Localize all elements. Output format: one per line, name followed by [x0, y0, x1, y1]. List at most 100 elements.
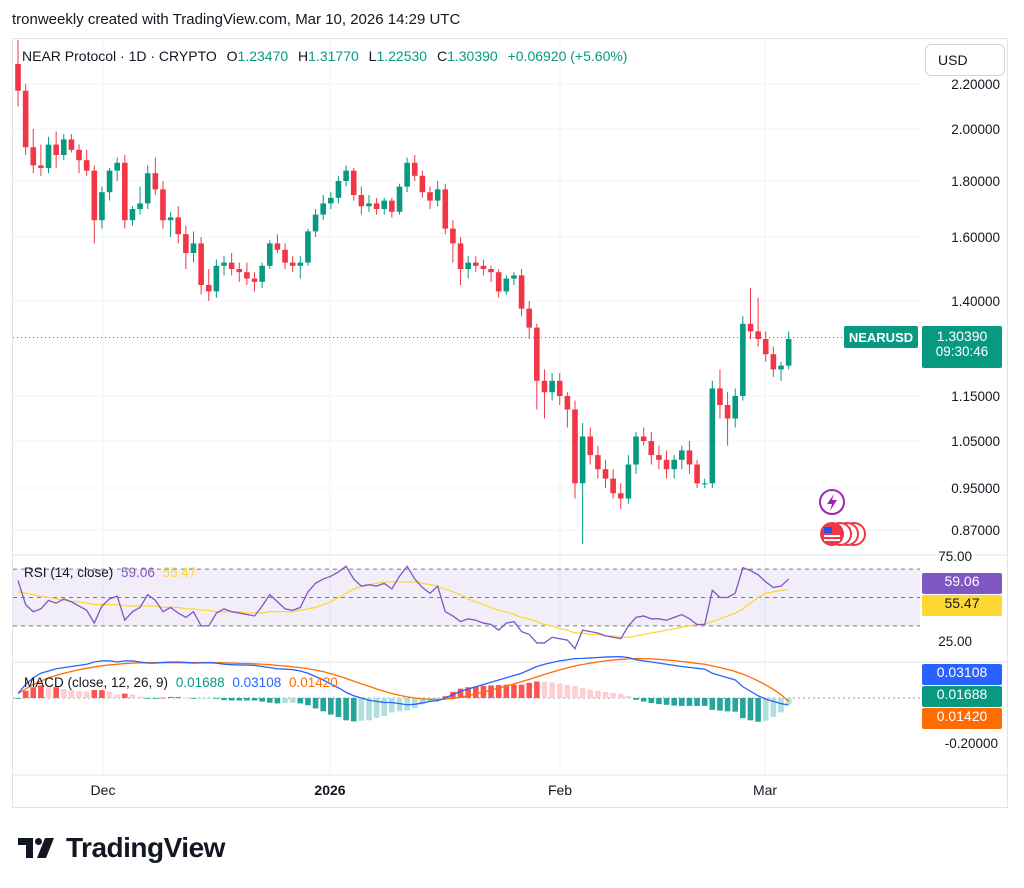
rsi-tick-label: 25.00 [938, 634, 972, 649]
candle-body [541, 380, 548, 393]
candle-body [389, 200, 395, 212]
rsi-tag: 59.06 [922, 573, 1002, 594]
macd-histogram-bar [91, 690, 98, 698]
candle-body [328, 197, 334, 204]
macd-histogram-bar [282, 698, 288, 704]
macd-histogram-bar [205, 698, 212, 699]
candle-body [282, 249, 288, 263]
macd-histogram-bar [266, 698, 273, 703]
close-label: C [436, 48, 448, 64]
macd-histogram-bar [60, 689, 67, 698]
price-tick-label: 1.05000 [951, 434, 1000, 449]
macd-histogram-bar [129, 694, 136, 698]
candle-body [740, 323, 746, 396]
macd-line-tag: 0.03108 [922, 664, 1002, 685]
candle-body [648, 441, 655, 456]
macd-signal-value: 0.01420 [288, 675, 338, 690]
candle-body [717, 388, 723, 405]
candle-body [373, 203, 380, 209]
candle-body [442, 189, 449, 229]
macd-histogram-bar [663, 698, 670, 705]
macd-histogram-bar [534, 681, 540, 698]
macd-histogram-bar [709, 698, 716, 710]
macd-histogram-bar [419, 698, 426, 705]
alert-icons[interactable] [819, 489, 866, 546]
candle-body [320, 203, 326, 215]
macd-histogram-bar [22, 690, 29, 698]
candle-body [175, 217, 182, 235]
macd-histogram-bar [152, 698, 159, 699]
candle-body [289, 262, 296, 266]
time-axis-label: Feb [548, 782, 572, 798]
candle-body [671, 459, 677, 470]
macd-histogram-bar [686, 698, 693, 706]
macd-histogram-bar [602, 691, 609, 698]
change-value: +0.06920 (+5.60%) [507, 48, 628, 64]
close-value: 1.30390 [447, 48, 498, 64]
rsi-value: 59.06 [121, 565, 155, 580]
candle-body [610, 478, 616, 494]
rsi-label: RSI (14, close) [24, 565, 114, 580]
macd-histogram-bar [389, 698, 395, 713]
candle-body [251, 278, 258, 282]
macd-histogram-bar [350, 698, 357, 722]
macd-histogram-bar [549, 682, 555, 698]
macd-histogram-bar [358, 698, 365, 721]
time-axis-labels: Dec 2026 Feb Mar [91, 782, 778, 798]
macd-histogram-bar [144, 698, 151, 699]
candle-body [640, 436, 647, 441]
candle-body [579, 436, 586, 484]
price-tick-label: 0.87000 [951, 523, 1000, 538]
candle-body [488, 269, 494, 273]
candle-body [732, 396, 739, 419]
macd-histogram-bar [503, 684, 510, 698]
macd-histogram-bar [45, 687, 52, 698]
candle-body [83, 160, 90, 171]
macd-histogram-bar [251, 698, 258, 701]
macd-histogram-bar [221, 698, 227, 701]
candle-body [556, 380, 563, 396]
candle-body [160, 189, 166, 221]
candle-body [724, 405, 731, 419]
macd-histogram-bar [38, 685, 44, 698]
low-label: L [368, 48, 377, 64]
candle-body [122, 162, 128, 221]
symbol-name: NEAR Protocol · 1D · CRYPTO [22, 48, 217, 64]
candle-body [244, 272, 250, 279]
candle-body [205, 285, 212, 292]
candle-body [228, 262, 235, 269]
macd-histogram-bar [122, 693, 128, 698]
macd-histogram-bar [755, 698, 761, 722]
candle-body [549, 380, 555, 393]
price-tick-label: 1.15000 [951, 389, 1000, 404]
last-price-tag: 1.30390 09:30:46 [922, 326, 1002, 368]
candle-body [595, 455, 601, 470]
candle-body [38, 165, 44, 168]
macd-histogram-bar [160, 697, 166, 699]
candle-body [266, 243, 273, 266]
rsi-pane: 75.00 25.00 [13, 549, 972, 650]
macd-histogram-bar [694, 698, 700, 706]
macd-histogram-bar [465, 687, 471, 698]
candle-body [747, 323, 754, 332]
candle-body [335, 181, 342, 198]
macd-histogram-bar [648, 698, 655, 704]
high-label: H [298, 48, 309, 64]
macd-histogram-bar [106, 691, 113, 698]
candle-body [198, 243, 204, 285]
symbol-price-tag: NEARUSD [844, 326, 918, 348]
candle-body [778, 365, 784, 370]
macd-histogram-bar [297, 698, 304, 704]
macd-histogram-bar [511, 684, 517, 698]
currency-selector[interactable]: USD [925, 44, 1005, 76]
candle-body [350, 170, 357, 195]
macd-histogram-value: 0.01688 [175, 675, 225, 690]
tradingview-brand[interactable]: TradingView [18, 832, 225, 864]
macd-histogram-bar [778, 698, 784, 713]
chart-frame[interactable] [12, 38, 1008, 808]
candle-body [76, 149, 82, 161]
price-tick-label: 1.40000 [951, 294, 1000, 309]
macd-histogram-bar [556, 683, 563, 698]
macd-histogram-bar [526, 682, 533, 698]
